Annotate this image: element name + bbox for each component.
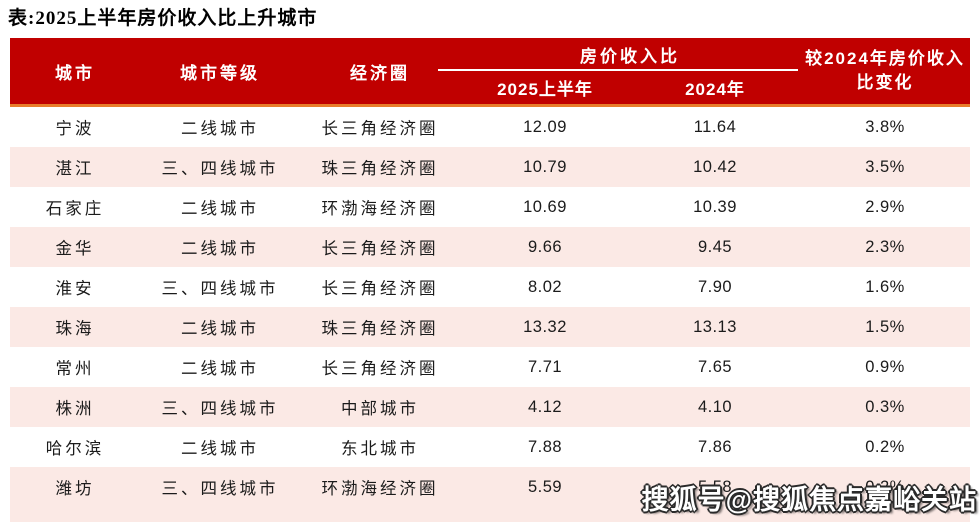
cell-economic-circle: 环渤海经济圈 bbox=[321, 479, 439, 498]
cell-change: 3.5% bbox=[865, 157, 905, 176]
cell-city: 湛江 bbox=[55, 159, 95, 178]
cell-ratio-2024: 11.64 bbox=[693, 117, 737, 136]
column-header-2024: 2024年 bbox=[685, 80, 745, 99]
table-row: 潍坊 三、四线城市 环渤海经济圈 5.59 5.58 0.2% bbox=[10, 467, 970, 507]
change-header-line2: 比变化 bbox=[856, 73, 914, 92]
column-header-city: 城市 bbox=[55, 63, 95, 83]
table-row: 湛江 三、四线城市 珠三角经济圈 10.79 10.42 3.5% bbox=[10, 147, 970, 187]
cell-ratio-2025-h1: 10.79 bbox=[523, 157, 567, 176]
table-row-partial bbox=[10, 507, 970, 522]
column-header-tier: 城市等级 bbox=[180, 63, 260, 83]
table-row: 宁波 二线城市 长三角经济圈 12.09 11.64 3.8% bbox=[10, 107, 970, 147]
column-header-economic-circle: 经济圈 bbox=[350, 63, 410, 83]
cell-tier: 二线城市 bbox=[181, 319, 259, 338]
cell-tier: 二线城市 bbox=[181, 199, 259, 218]
table-body: 宁波 二线城市 长三角经济圈 12.09 11.64 3.8% 湛江 三、四线城… bbox=[10, 107, 970, 507]
cell-tier: 三、四线城市 bbox=[161, 399, 279, 418]
cell-change: 0.3% bbox=[865, 397, 905, 416]
table-row: 株洲 三、四线城市 中部城市 4.12 4.10 0.3% bbox=[10, 387, 970, 427]
cell-ratio-2024: 9.45 bbox=[697, 237, 733, 256]
table-header: 城市 城市等级 经济圈 房价收入比 2025上半年 2024年 较2024年房价… bbox=[10, 38, 970, 107]
table-row: 金华 二线城市 长三角经济圈 9.66 9.45 2.3% bbox=[10, 227, 970, 267]
cell-tier: 二线城市 bbox=[181, 239, 259, 258]
cell-ratio-2024: 10.39 bbox=[693, 197, 737, 216]
cell-ratio-2025-h1: 13.32 bbox=[523, 317, 567, 336]
cell-tier: 三、四线城市 bbox=[161, 279, 279, 298]
cell-city: 哈尔滨 bbox=[45, 439, 105, 458]
cell-ratio-2024: 5.58 bbox=[697, 477, 733, 496]
cell-change: 1.6% bbox=[865, 277, 905, 296]
cell-ratio-2025-h1: 9.66 bbox=[527, 237, 563, 256]
page-title: 表:2025上半年房价收入比上升城市 bbox=[8, 8, 318, 29]
cell-change: 0.9% bbox=[865, 357, 905, 376]
cell-ratio-2025-h1: 12.09 bbox=[523, 117, 567, 136]
table-row: 淮安 三、四线城市 长三角经济圈 8.02 7.90 1.6% bbox=[10, 267, 970, 307]
cell-city: 珠海 bbox=[55, 319, 95, 338]
cell-city: 淮安 bbox=[55, 279, 95, 298]
cell-change: 2.9% bbox=[865, 197, 905, 216]
cell-tier: 二线城市 bbox=[181, 119, 259, 138]
cell-economic-circle: 珠三角经济圈 bbox=[321, 319, 439, 338]
cell-change: 1.5% bbox=[865, 317, 905, 336]
cell-ratio-2024: 7.86 bbox=[697, 437, 733, 456]
cell-city: 石家庄 bbox=[45, 199, 105, 218]
cell-economic-circle: 长三角经济圈 bbox=[321, 239, 439, 258]
table-row: 常州 二线城市 长三角经济圈 7.71 7.65 0.9% bbox=[10, 347, 970, 387]
cell-ratio-2025-h1: 7.88 bbox=[527, 437, 563, 456]
column-group-header-price-income-ratio: 房价收入比 bbox=[438, 38, 800, 71]
cell-change: 2.3% bbox=[865, 237, 905, 256]
cell-change: 0.2% bbox=[865, 477, 905, 496]
cell-economic-circle: 中部城市 bbox=[341, 399, 419, 418]
change-header-line1: 较2024年房价收入 bbox=[805, 49, 965, 68]
cell-ratio-2025-h1: 10.69 bbox=[523, 197, 567, 216]
cell-ratio-2024: 4.10 bbox=[697, 397, 733, 416]
cell-ratio-2025-h1: 8.02 bbox=[527, 277, 563, 296]
column-header-change-vs-2024: 较2024年房价收入 比变化 bbox=[800, 38, 970, 104]
cell-city: 常州 bbox=[55, 359, 95, 378]
cell-ratio-2025-h1: 4.12 bbox=[527, 397, 563, 416]
group-header-underline bbox=[438, 69, 798, 71]
cell-economic-circle: 长三角经济圈 bbox=[321, 279, 439, 298]
cell-city: 潍坊 bbox=[55, 479, 95, 498]
cell-economic-circle: 环渤海经济圈 bbox=[321, 199, 439, 218]
cell-ratio-2024: 13.13 bbox=[693, 317, 737, 336]
cell-ratio-2025-h1: 7.71 bbox=[527, 357, 563, 376]
cell-economic-circle: 长三角经济圈 bbox=[321, 119, 439, 138]
price-income-ratio-table: 城市 城市等级 经济圈 房价收入比 2025上半年 2024年 较2024年房价… bbox=[10, 38, 970, 522]
cell-economic-circle: 长三角经济圈 bbox=[321, 359, 439, 378]
cell-city: 金华 bbox=[55, 239, 95, 258]
table-row: 石家庄 二线城市 环渤海经济圈 10.69 10.39 2.9% bbox=[10, 187, 970, 227]
table-row: 哈尔滨 二线城市 东北城市 7.88 7.86 0.2% bbox=[10, 427, 970, 467]
table-row: 珠海 二线城市 珠三角经济圈 13.32 13.13 1.5% bbox=[10, 307, 970, 347]
cell-change: 3.8% bbox=[865, 117, 905, 136]
cell-ratio-2025-h1: 5.59 bbox=[527, 477, 563, 496]
sohu-watermark: 搜狐号@搜狐焦点嘉峪关站 bbox=[641, 485, 977, 515]
cell-economic-circle: 珠三角经济圈 bbox=[321, 159, 439, 178]
cell-change: 0.2% bbox=[865, 437, 905, 456]
column-header-2025-h1: 2025上半年 bbox=[497, 80, 593, 99]
cell-tier: 二线城市 bbox=[181, 439, 259, 458]
group-header-label: 房价收入比 bbox=[580, 47, 680, 66]
cell-tier: 三、四线城市 bbox=[161, 159, 279, 178]
cell-tier: 三、四线城市 bbox=[161, 479, 279, 498]
cell-economic-circle: 东北城市 bbox=[341, 439, 419, 458]
cell-city: 宁波 bbox=[55, 119, 95, 138]
cell-ratio-2024: 7.65 bbox=[697, 357, 733, 376]
cell-city: 株洲 bbox=[55, 399, 95, 418]
cell-ratio-2024: 7.90 bbox=[697, 277, 733, 296]
cell-tier: 二线城市 bbox=[181, 359, 259, 378]
cell-ratio-2024: 10.42 bbox=[693, 157, 737, 176]
